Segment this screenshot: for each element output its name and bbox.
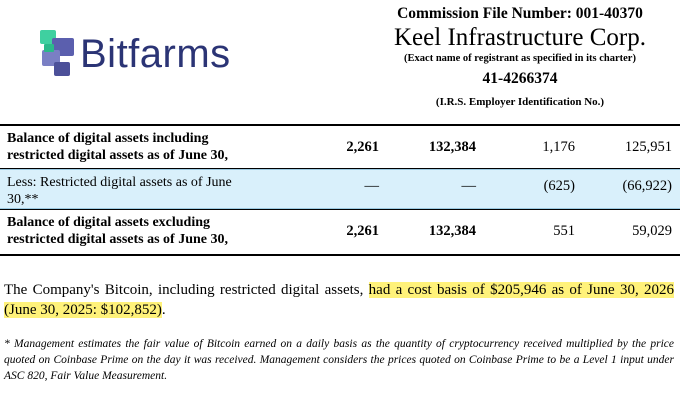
table-row: Less: Restricted digital assets as of Ju… [0, 169, 680, 209]
company-name: Keel Infrastructure Corp. [394, 24, 646, 51]
row-label: Less: Restricted digital assets as of Ju… [7, 175, 232, 207]
digital-assets-table: Balance of digital assets including rest… [0, 124, 680, 256]
paragraph-end: . [161, 302, 166, 318]
commission-file-number: Commission File Number: 001-40370 [397, 5, 643, 22]
row-label: Balance of digital assets excluding rest… [7, 215, 228, 247]
cell-value: 59,029 [632, 223, 672, 239]
cell-value: (625) [543, 178, 575, 194]
row-label: Balance of digital assets including rest… [7, 131, 228, 163]
table-row: Balance of digital assets excluding rest… [0, 209, 680, 256]
cell-value: 2,261 [346, 139, 379, 155]
logo-text: Bitfarms [80, 32, 231, 76]
ein-number: 41-4266374 [482, 70, 558, 87]
cell-value: (66,922) [622, 178, 672, 194]
cell-value: 551 [553, 223, 575, 239]
cell-value: 132,384 [428, 223, 476, 239]
table-row: Balance of digital assets including rest… [0, 124, 680, 169]
footnote: * Management estimates the fair value of… [4, 338, 674, 382]
cell-value: — [461, 178, 477, 194]
cost-basis-paragraph: The Company's Bitcoin, including restric… [4, 280, 674, 320]
paragraph-text: The Company's Bitcoin, including restric… [4, 282, 369, 298]
cell-value: 132,384 [428, 139, 476, 155]
bitfarms-logo: Bitfarms [38, 28, 253, 84]
cell-value: 1,176 [542, 139, 575, 155]
bitfarms-mark-icon [40, 30, 74, 76]
cell-value: 2,261 [346, 223, 379, 239]
cell-value: 125,951 [624, 139, 672, 155]
exact-name-note: (Exact name of registrant as specified i… [404, 53, 636, 64]
cell-value: — [364, 178, 380, 194]
ein-label: (I.R.S. Employer Identification No.) [435, 96, 605, 108]
